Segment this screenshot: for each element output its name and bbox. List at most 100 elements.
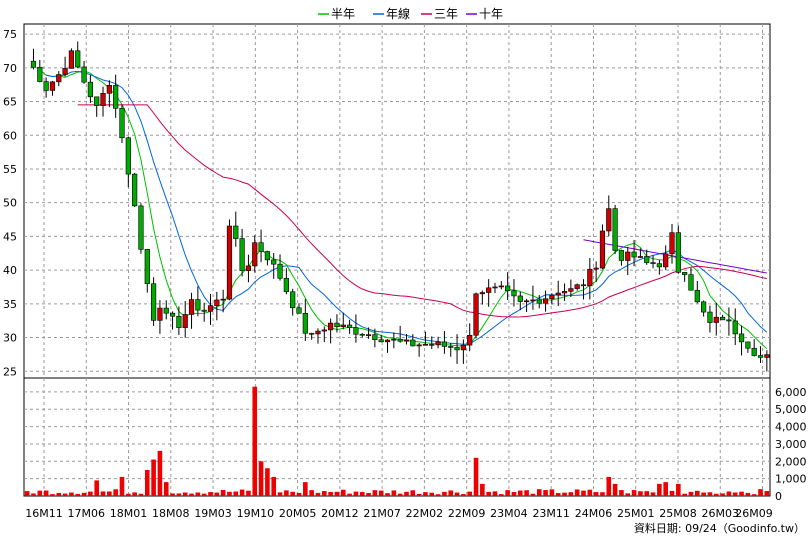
candle-body [486, 287, 492, 293]
candle-body [94, 96, 100, 106]
volume-bar [720, 493, 725, 496]
volume-bar [138, 493, 144, 496]
candle-body [536, 299, 542, 304]
candle-body [745, 341, 751, 349]
volume-bar [88, 491, 93, 496]
candle-body [277, 263, 283, 279]
volume-bar [657, 483, 662, 496]
candle-body [675, 232, 681, 273]
volume-bar [252, 386, 258, 496]
candle-body [309, 332, 315, 335]
candle-body [372, 334, 378, 341]
volume-bar [435, 494, 441, 496]
volume-bar [284, 490, 289, 496]
data-date-credit: 資料日期: 09/24（Goodinfo.tw） [634, 521, 805, 535]
volume-bar [81, 492, 87, 496]
volume-bar [94, 480, 100, 496]
volume-bar [119, 476, 125, 496]
volume-bar [37, 490, 43, 496]
volume-bar [764, 490, 770, 496]
volume-tick-label: 2,000 [775, 455, 807, 468]
candle-body [56, 74, 62, 83]
volume-bar [347, 493, 352, 496]
candle-body [384, 339, 391, 343]
volume-bar [50, 494, 55, 496]
volume-bar [448, 490, 454, 496]
volume-bar [258, 461, 264, 496]
candle-body [764, 354, 770, 358]
candle-body [568, 288, 574, 292]
volume-bars [24, 386, 770, 496]
candle-body [391, 338, 397, 341]
candle-body [144, 249, 150, 285]
volume-bar [309, 490, 314, 496]
date-tick-label: 18M01 [110, 507, 148, 520]
volume-bar [530, 493, 536, 496]
candle-body [416, 344, 422, 347]
volume-bar [176, 493, 182, 496]
volume-bar [271, 476, 277, 496]
price-tick-label: 60 [3, 129, 17, 142]
candle-body [511, 290, 517, 297]
ma-line-半年 [39, 69, 768, 349]
volume-bar [416, 493, 422, 496]
volume-bar [189, 493, 194, 496]
candle-body [682, 272, 688, 275]
volume-bar [562, 492, 567, 496]
volume-bar [600, 492, 605, 496]
volume-bar [334, 491, 340, 496]
candle-body [422, 344, 429, 346]
volume-bar [397, 493, 403, 496]
volume-bar [517, 490, 523, 496]
candle-body [492, 286, 498, 289]
legend-label-3: 十年 [479, 7, 503, 21]
candle-body [707, 311, 713, 323]
candle-body [43, 81, 49, 91]
candle-body [618, 250, 625, 261]
candle-body [435, 341, 441, 346]
candle-body [498, 285, 504, 288]
candle-body [169, 312, 176, 317]
candle-body [81, 66, 87, 83]
price-tick-label: 40 [3, 264, 17, 277]
candle-body [106, 85, 112, 94]
volume-bar [100, 491, 106, 496]
volume-bar [429, 492, 435, 496]
volume-bar [543, 490, 548, 496]
candle-body [302, 312, 308, 334]
volume-grid [24, 378, 770, 496]
volume-bar [391, 490, 397, 496]
volume-bar [524, 490, 529, 496]
candle-body [157, 307, 163, 321]
price-tick-label: 30 [3, 332, 17, 345]
volume-bar [568, 492, 574, 496]
candle-body [100, 93, 106, 106]
volume-bar [31, 493, 36, 496]
candle-body [271, 259, 277, 265]
volume-bar [62, 493, 68, 496]
candle-body [188, 299, 195, 315]
volume-bar [587, 489, 593, 496]
candle-body [201, 309, 207, 312]
candle-body [694, 289, 700, 303]
volume-bar [69, 492, 74, 496]
volume-bar [233, 491, 239, 496]
volume-bar [505, 490, 510, 496]
candle-body [448, 346, 454, 348]
volume-bar [732, 492, 738, 496]
volume-bar [644, 491, 650, 496]
volume-bar [638, 491, 643, 496]
volume-bar [404, 491, 409, 496]
candle-body [226, 225, 233, 300]
candle-body [757, 355, 764, 358]
candle-body [473, 293, 479, 336]
volume-bar [549, 489, 555, 496]
candle-body [441, 341, 448, 347]
date-tick-label: 23M04 [490, 507, 528, 520]
volume-axis: 0 1,000 2,000 3,000 4,000 5,000 6,000 [775, 386, 807, 503]
volume-bar [555, 493, 561, 496]
candle-body [530, 299, 536, 302]
candle-body [334, 322, 340, 327]
volume-bar [296, 492, 302, 496]
candle-body [719, 316, 726, 321]
